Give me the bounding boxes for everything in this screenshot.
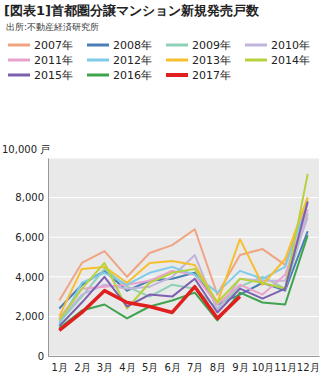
series-group — [59, 174, 307, 330]
legend-swatch — [8, 59, 30, 62]
legend-swatch — [87, 44, 109, 47]
series-line — [59, 217, 307, 320]
legend-swatch — [166, 73, 188, 77]
x-tick: 9月 — [232, 356, 248, 373]
x-tick-label: 4月 — [119, 362, 135, 373]
title: [図表1]首都圏分譲マンション新規発売戸数 — [4, 3, 260, 18]
legend-swatch — [8, 44, 30, 47]
x-tick-label: 1月 — [52, 362, 68, 373]
y-tick-label: 8,000 — [15, 192, 44, 203]
x-tick: 3月 — [97, 356, 113, 373]
y-axis-line — [48, 159, 49, 357]
legend-swatch — [166, 44, 188, 47]
series-line — [59, 235, 307, 328]
x-tick-label: 12月 — [297, 362, 320, 373]
grid-line — [48, 356, 319, 357]
y-tick: 6,000 — [15, 232, 48, 243]
subtitle: 出所:不動産経済研究所 — [6, 22, 99, 32]
legend-label: 2015年 — [34, 69, 73, 82]
y-tick: 8,000 — [15, 192, 48, 203]
legend: 2007年 2008年 2009年 2010年 2011年 2012年 2013年 2014年… — [8, 39, 310, 82]
y-tick-label: 4,000 — [15, 272, 44, 283]
legend-label: 2013年 — [192, 54, 231, 67]
x-tick: 11月 — [274, 356, 297, 373]
y-tick-label: 10,000 戸 — [2, 144, 50, 155]
y-axis: 0 2,000 4,000 6,000 8,000 10,000 戸 — [2, 144, 50, 362]
x-tick: 6月 — [165, 356, 181, 373]
x-tick-label: 8月 — [210, 362, 226, 373]
x-tick-label: 11月 — [274, 362, 297, 373]
y-tick-label: 6,000 — [15, 232, 44, 243]
legend-swatch — [87, 74, 109, 77]
x-tick: 8月 — [210, 356, 226, 373]
y-tick: 0 — [38, 351, 48, 362]
legend-swatch — [87, 59, 109, 62]
legend-label: 2012年 — [113, 54, 152, 67]
legend-label: 2014年 — [271, 54, 310, 67]
legend-label: 2010年 — [271, 39, 310, 52]
legend-swatch — [166, 59, 188, 62]
y-tick: 2,000 — [15, 311, 48, 322]
series-line — [59, 287, 240, 331]
x-tick: 5月 — [142, 356, 158, 373]
legend-label: 2016年 — [113, 69, 152, 82]
x-axis: 1月 2月 3月 4月 5月 6月 7月 8月 9月 10月11月12月 — [49, 356, 320, 373]
plot-background — [48, 158, 319, 356]
x-tick: 4月 — [119, 356, 135, 373]
x-tick-label: 10月 — [252, 362, 275, 373]
y-tick-label: 0 — [38, 351, 44, 362]
x-tick: 10月 — [252, 356, 275, 373]
x-tick-label: 3月 — [97, 362, 113, 373]
legend-label: 2017年 — [192, 69, 231, 82]
x-tick-label: 5月 — [142, 362, 158, 373]
legend-label: 2008年 — [113, 39, 152, 52]
x-tick-label: 2月 — [74, 362, 90, 373]
x-tick: 12月 — [297, 356, 320, 373]
grid-line — [48, 158, 319, 159]
legend-swatch — [245, 59, 267, 62]
legend-label: 2007年 — [34, 39, 73, 52]
x-tick: 2月 — [74, 356, 90, 373]
legend-label: 2011年 — [34, 54, 73, 67]
x-tick-label: 7月 — [187, 362, 203, 373]
x-tick-label: 6月 — [165, 362, 181, 373]
y-tick-label: 2,000 — [15, 311, 44, 322]
legend-swatch — [245, 44, 267, 47]
y-tick: 4,000 — [15, 272, 48, 283]
x-axis-line — [49, 356, 320, 357]
x-tick: 1月 — [52, 356, 68, 373]
legend-label: 2009年 — [192, 39, 231, 52]
plot: 0 2,000 4,000 6,000 8,000 10,000 戸 1月 2月 3月 4月 5月 6… — [2, 144, 320, 374]
chart: [図表1]首都圏分譲マンション新規発売戸数出所:不動産経済研究所2007年200… — [0, 0, 327, 386]
x-tick-label: 9月 — [232, 362, 248, 373]
legend-swatch — [8, 74, 30, 77]
x-tick: 7月 — [187, 356, 203, 373]
grid-line — [48, 316, 319, 317]
grid-line — [48, 197, 319, 198]
y-tick: 10,000 戸 — [2, 144, 50, 159]
